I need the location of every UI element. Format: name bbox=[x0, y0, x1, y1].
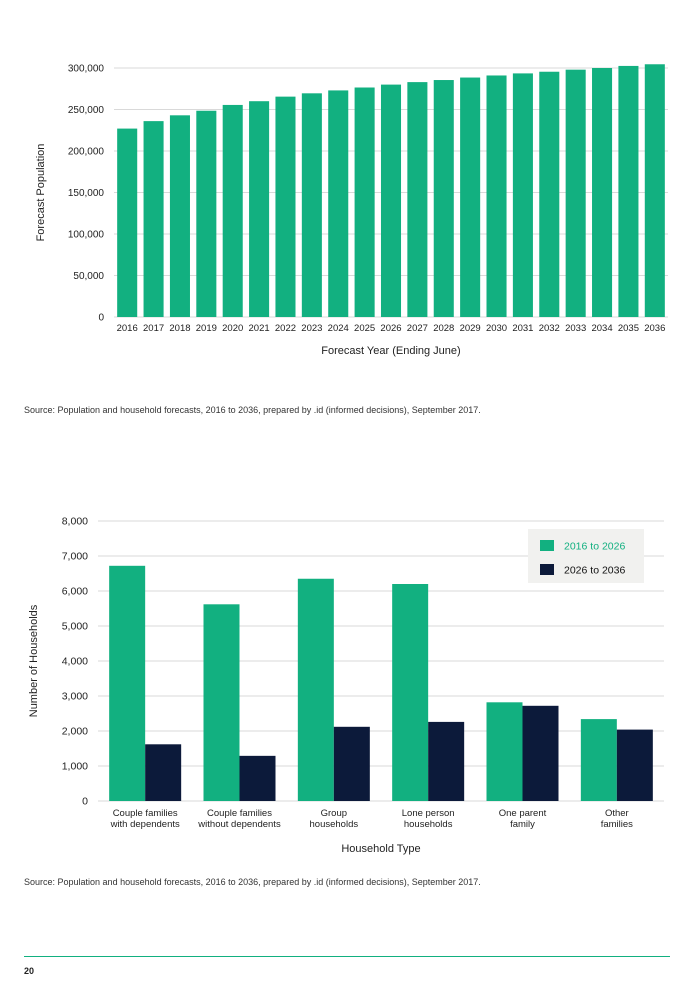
x-tick-label: 2023 bbox=[301, 323, 322, 334]
y-axis-title: Forecast Population bbox=[35, 144, 47, 242]
population-forecast-chart: 0 50,000 100,000 150,000 200,000 250,000 300,0… bbox=[35, 64, 668, 357]
source-note-2: Source: Population and household forecas… bbox=[24, 877, 481, 887]
source-note-1: Source: Population and household forecas… bbox=[24, 405, 481, 415]
x-tick-label: 2021 bbox=[249, 323, 270, 334]
bar bbox=[580, 719, 617, 801]
bar bbox=[239, 755, 276, 801]
y-tick-label: 200,000 bbox=[68, 147, 105, 158]
y-tick-label: 300,000 bbox=[68, 64, 105, 75]
x-tick-label: 2017 bbox=[143, 323, 164, 334]
bar bbox=[644, 64, 665, 317]
y-tick-label: 0 bbox=[82, 796, 88, 808]
x-tick-label: 2036 bbox=[644, 323, 665, 334]
x-tick-label: Couple families bbox=[113, 808, 178, 819]
y-tick-label: 250,000 bbox=[68, 105, 105, 116]
y-tick-label: 150,000 bbox=[68, 188, 105, 199]
bar bbox=[522, 705, 559, 801]
bar bbox=[460, 77, 481, 317]
y-tick-label: 5,000 bbox=[62, 621, 88, 633]
x-tick-label: 2022 bbox=[275, 323, 296, 334]
x-tick-label: Group bbox=[321, 808, 347, 819]
bar bbox=[512, 73, 533, 318]
y-tick-label: 0 bbox=[98, 313, 104, 324]
legend-swatch bbox=[540, 540, 554, 551]
bar bbox=[222, 104, 243, 317]
bar bbox=[407, 82, 428, 317]
y-tick-label: 1,000 bbox=[62, 761, 88, 773]
x-tick-label: 2034 bbox=[591, 323, 612, 334]
bar bbox=[109, 565, 146, 801]
y-tick-label: 4,000 bbox=[62, 656, 88, 668]
bar bbox=[592, 68, 613, 317]
x-tick-label: 2016 bbox=[117, 323, 138, 334]
bar bbox=[565, 69, 586, 317]
x-tick-label: 2030 bbox=[486, 323, 507, 334]
bar bbox=[380, 84, 402, 317]
x-tick-label: 2029 bbox=[460, 323, 481, 334]
bar bbox=[328, 90, 349, 317]
bar bbox=[428, 721, 465, 801]
x-axis-title: Household Type bbox=[341, 843, 420, 855]
bar bbox=[616, 729, 653, 801]
bar bbox=[486, 702, 523, 801]
bar bbox=[117, 128, 138, 317]
x-tick-label: Lone person bbox=[402, 808, 455, 819]
x-tick-label: 2018 bbox=[169, 323, 190, 334]
bar bbox=[275, 96, 296, 317]
bar bbox=[539, 71, 560, 317]
bar bbox=[433, 80, 454, 317]
y-axis-title: Number of Households bbox=[28, 604, 40, 717]
bar bbox=[249, 101, 270, 317]
x-tick-label: 2031 bbox=[512, 323, 533, 334]
x-axis-title: Forecast Year (Ending June) bbox=[321, 345, 460, 357]
y-tick-label: 6,000 bbox=[62, 586, 88, 598]
bar bbox=[145, 744, 182, 801]
x-tick-label: 2028 bbox=[433, 323, 454, 334]
x-tick-label: One parent bbox=[499, 808, 547, 819]
legend-label: 2026 to 2036 bbox=[564, 565, 625, 577]
x-tick-label: family bbox=[510, 819, 535, 830]
y-tick-label: 50,000 bbox=[73, 271, 104, 282]
bar bbox=[392, 584, 429, 801]
bar bbox=[354, 87, 375, 317]
x-tick-label: families bbox=[601, 819, 633, 830]
bar bbox=[486, 75, 507, 317]
x-tick-label: 2025 bbox=[354, 323, 375, 334]
x-tick-label: without dependents bbox=[197, 819, 281, 830]
legend-label: 2016 to 2026 bbox=[564, 541, 625, 553]
bar bbox=[333, 726, 370, 801]
y-tick-label: 100,000 bbox=[68, 230, 105, 241]
footer-divider bbox=[24, 956, 670, 957]
x-tick-label: 2020 bbox=[222, 323, 243, 334]
legend-swatch bbox=[540, 564, 554, 575]
y-tick-label: 7,000 bbox=[62, 551, 88, 563]
x-tick-label: with dependents bbox=[110, 819, 180, 830]
x-tick-label: Couple families bbox=[207, 808, 272, 819]
x-tick-label: households bbox=[310, 819, 359, 830]
bar bbox=[203, 604, 240, 801]
bar bbox=[297, 578, 334, 801]
y-tick-label: 3,000 bbox=[62, 691, 88, 703]
page-number: 20 bbox=[24, 966, 35, 976]
y-tick-label: 8,000 bbox=[62, 516, 88, 528]
x-tick-label: Other bbox=[605, 808, 629, 819]
household-type-chart: 0 1,000 2,000 3,000 4,000 5,000 6,000 7,000 8,00… bbox=[28, 516, 664, 855]
bar bbox=[143, 121, 164, 318]
x-tick-label: households bbox=[404, 819, 453, 830]
x-tick-label: 2019 bbox=[196, 323, 217, 334]
bar bbox=[169, 115, 190, 317]
bar bbox=[301, 93, 322, 317]
x-tick-label: 2027 bbox=[407, 323, 428, 334]
x-tick-label: 2032 bbox=[539, 323, 560, 334]
x-tick-label: 2024 bbox=[328, 323, 349, 334]
bar bbox=[618, 65, 639, 317]
bar bbox=[196, 110, 217, 318]
y-tick-label: 2,000 bbox=[62, 726, 88, 738]
x-tick-label: 2026 bbox=[380, 323, 401, 334]
x-tick-label: 2033 bbox=[565, 323, 586, 334]
x-tick-label: 2035 bbox=[618, 323, 639, 334]
